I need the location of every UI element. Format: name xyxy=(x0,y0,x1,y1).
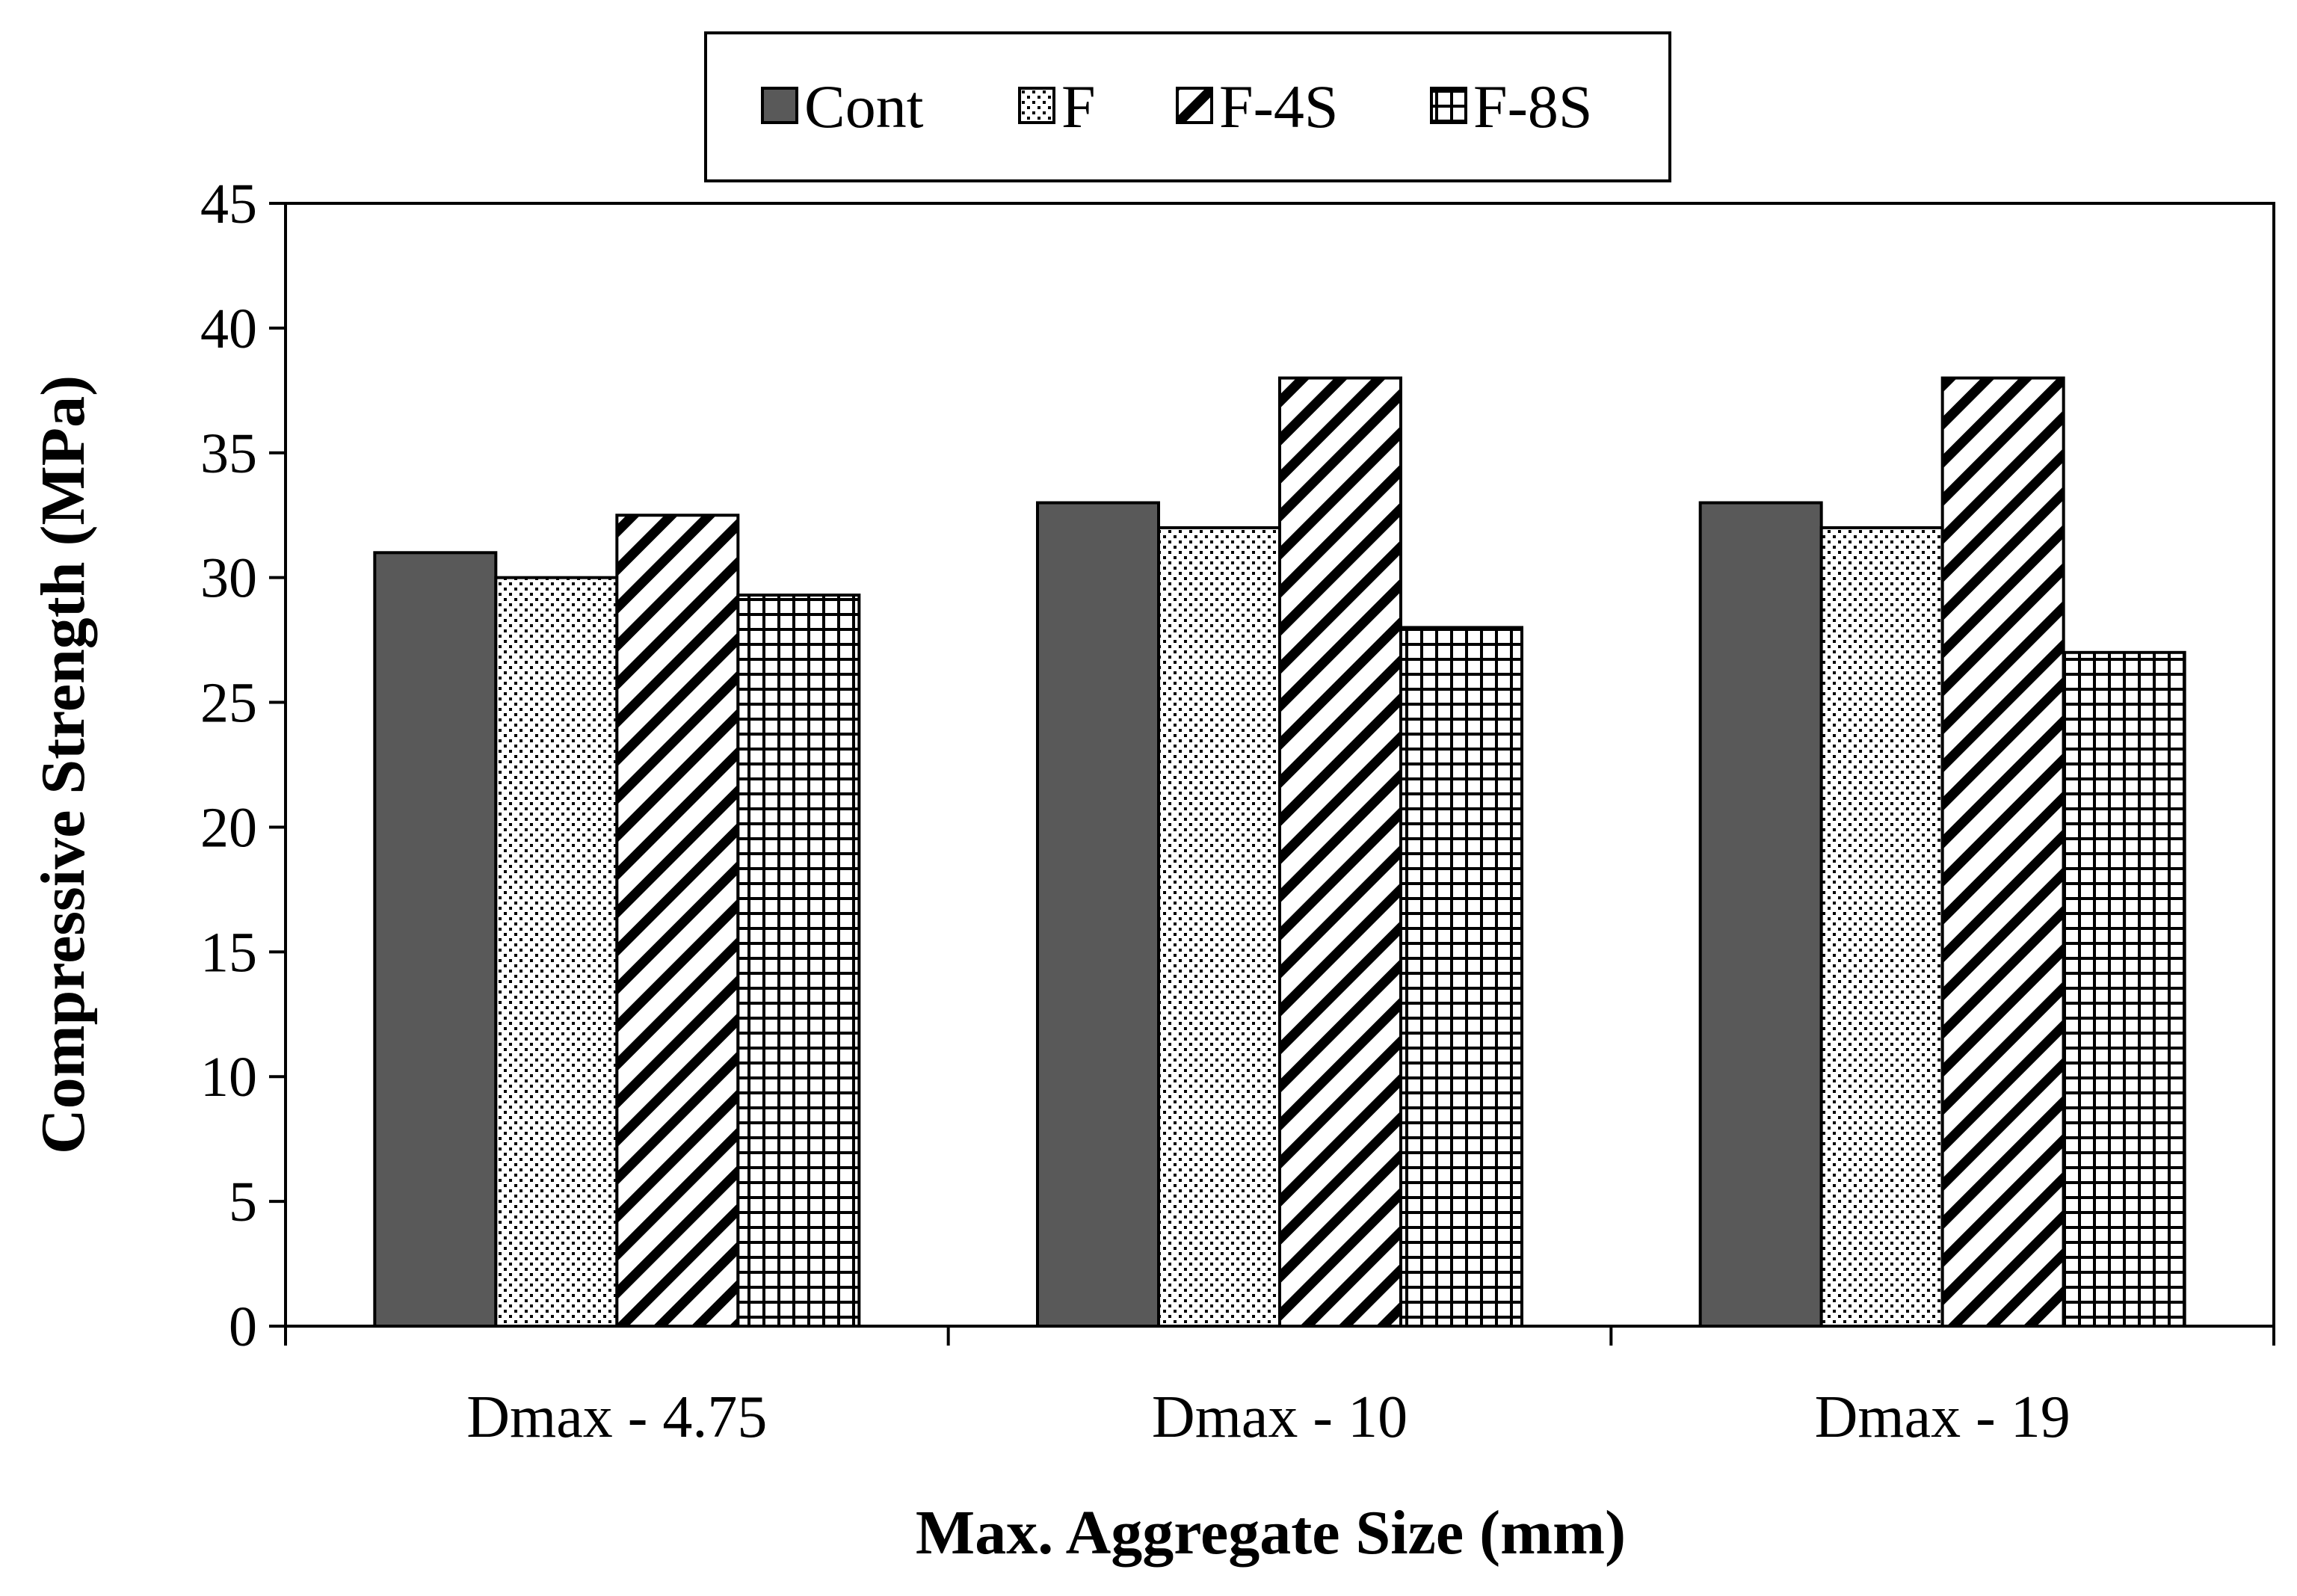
x-category-label: Dmax - 19 xyxy=(1815,1384,2071,1450)
x-axis: Dmax - 4.75 Dmax - 10 Dmax - 19 xyxy=(284,1326,2275,1450)
legend-label-f: F xyxy=(1061,73,1096,141)
bar-f-8s-2 xyxy=(1399,626,1523,1328)
legend-label-f-4s: F-4S xyxy=(1219,73,1339,141)
y-tick-label: 0 xyxy=(229,1295,257,1358)
y-tick-label: 20 xyxy=(200,796,257,859)
y-axis: 0 5 10 15 20 25 30 35 40 45 xyxy=(200,173,286,1358)
bar-f-8s-1 xyxy=(736,594,861,1328)
legend: Cont F F-4S F-8S xyxy=(704,31,1671,182)
y-tick-label: 40 xyxy=(200,298,257,360)
y-tick-label: 35 xyxy=(200,422,257,485)
legend-label-f-8s: F-8S xyxy=(1473,73,1593,141)
bar-f-4s-1 xyxy=(615,514,740,1328)
bar-f-4s-3 xyxy=(1940,376,2065,1328)
legend-label-cont: Cont xyxy=(804,73,924,141)
y-tick-label: 30 xyxy=(200,547,257,610)
bar-f-2 xyxy=(1157,526,1281,1328)
bar-f-4s-2 xyxy=(1278,376,1402,1328)
x-axis-title: Max. Aggregate Size (mm) xyxy=(916,1498,1626,1568)
bar-f-3 xyxy=(1819,526,1944,1328)
bar-cont-2 xyxy=(1036,501,1160,1328)
bar-cont-3 xyxy=(1698,501,1823,1328)
y-tick-label: 45 xyxy=(200,173,257,235)
x-category-label: Dmax - 4.75 xyxy=(466,1384,767,1450)
bar-f-1 xyxy=(494,576,619,1328)
bar-f-8s-3 xyxy=(2062,650,2186,1328)
legend-swatch-f-4s xyxy=(1176,87,1213,124)
bars xyxy=(373,376,2186,1328)
y-axis-title: Compressive Strength (MPa) xyxy=(28,375,98,1154)
legend-swatch-f-8s xyxy=(1430,87,1467,124)
bar-cont-1 xyxy=(373,551,498,1328)
legend-swatch-cont xyxy=(761,87,798,124)
legend-swatch-f xyxy=(1018,87,1055,124)
y-tick-label: 5 xyxy=(229,1171,257,1233)
y-tick-label: 10 xyxy=(200,1046,257,1109)
x-category-label: Dmax - 10 xyxy=(1152,1384,1408,1450)
y-tick-label: 15 xyxy=(200,921,257,984)
y-tick-label: 25 xyxy=(200,672,257,735)
